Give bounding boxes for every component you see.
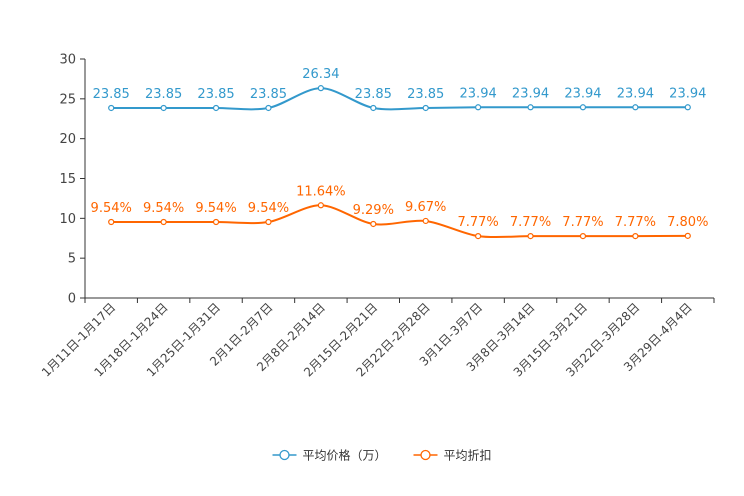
series-2-data-label: 11.64% [296,184,346,199]
series-2-data-label: 7.80% [667,215,708,230]
series-2-data-label: 9.54% [195,201,236,216]
series-1-point [684,104,691,111]
legend-marker [279,449,290,461]
series-1-point [108,104,115,112]
series-1-data-label: 26.34 [302,67,339,82]
series-1-data-label: 23.85 [250,87,287,102]
series-1-point [370,104,377,112]
series-1-point [475,104,482,111]
series-2-point [527,232,534,240]
series-1-point [265,104,272,112]
series-2-point [632,232,639,240]
series-2-data-label: 7.77% [457,215,498,230]
series-2-point [108,218,115,226]
y-tick-label: 25 [59,92,76,107]
series-1-point [160,104,167,112]
series-1-point [632,104,639,111]
series-2-point [160,218,167,226]
y-tick-label: 20 [59,132,76,147]
series-2-data-label: 7.77% [615,215,656,230]
series-2-data-label: 9.67% [405,200,446,215]
y-tick-label: 10 [59,212,76,227]
y-tick-label: 5 [68,252,76,267]
series-1-data-label: 23.94 [617,86,654,101]
series-1-data-label: 23.94 [460,86,497,101]
series-2-data-label: 9.29% [353,203,394,218]
legend-label: 平均价格（万） [303,448,387,463]
series-1-data-label: 23.85 [407,87,444,102]
series-1-point [317,85,324,92]
series-2-point [212,218,220,226]
series-1-data-label: 23.85 [93,87,130,102]
y-tick-label: 30 [59,53,76,68]
series-1-data-label: 23.85 [197,87,234,102]
series-1-data-label: 23.94 [669,86,706,101]
series-1-data-label: 23.94 [564,86,601,101]
legend-label: 平均折扣 [444,448,492,463]
series-2-data-label: 7.77% [562,215,603,230]
series-1-point [422,104,429,112]
series-2-point [317,202,324,209]
legend-marker [420,449,431,461]
series-2-point [579,232,587,240]
series-2-data-label: 9.54% [143,201,184,216]
series-2-point [475,232,482,240]
series-2-point [684,232,691,239]
series-1-data-label: 23.94 [512,86,549,101]
series-2-data-label: 9.54% [248,201,289,216]
series-line-2 [111,204,688,239]
series-1-data-label: 23.85 [355,87,392,102]
series-1-point [579,104,587,111]
series-line-1 [111,87,688,111]
y-tick-label: 15 [59,172,76,187]
series-2-point [265,218,272,226]
y-tick-label: 0 [68,292,76,307]
series-1-point [212,104,220,112]
series-1-data-label: 23.85 [145,87,182,102]
series-1-point [527,104,534,111]
series-2-point [422,217,429,225]
series-2-data-label: 9.54% [91,201,132,216]
series-2-data-label: 7.77% [510,215,551,230]
series-2-point [370,220,377,228]
